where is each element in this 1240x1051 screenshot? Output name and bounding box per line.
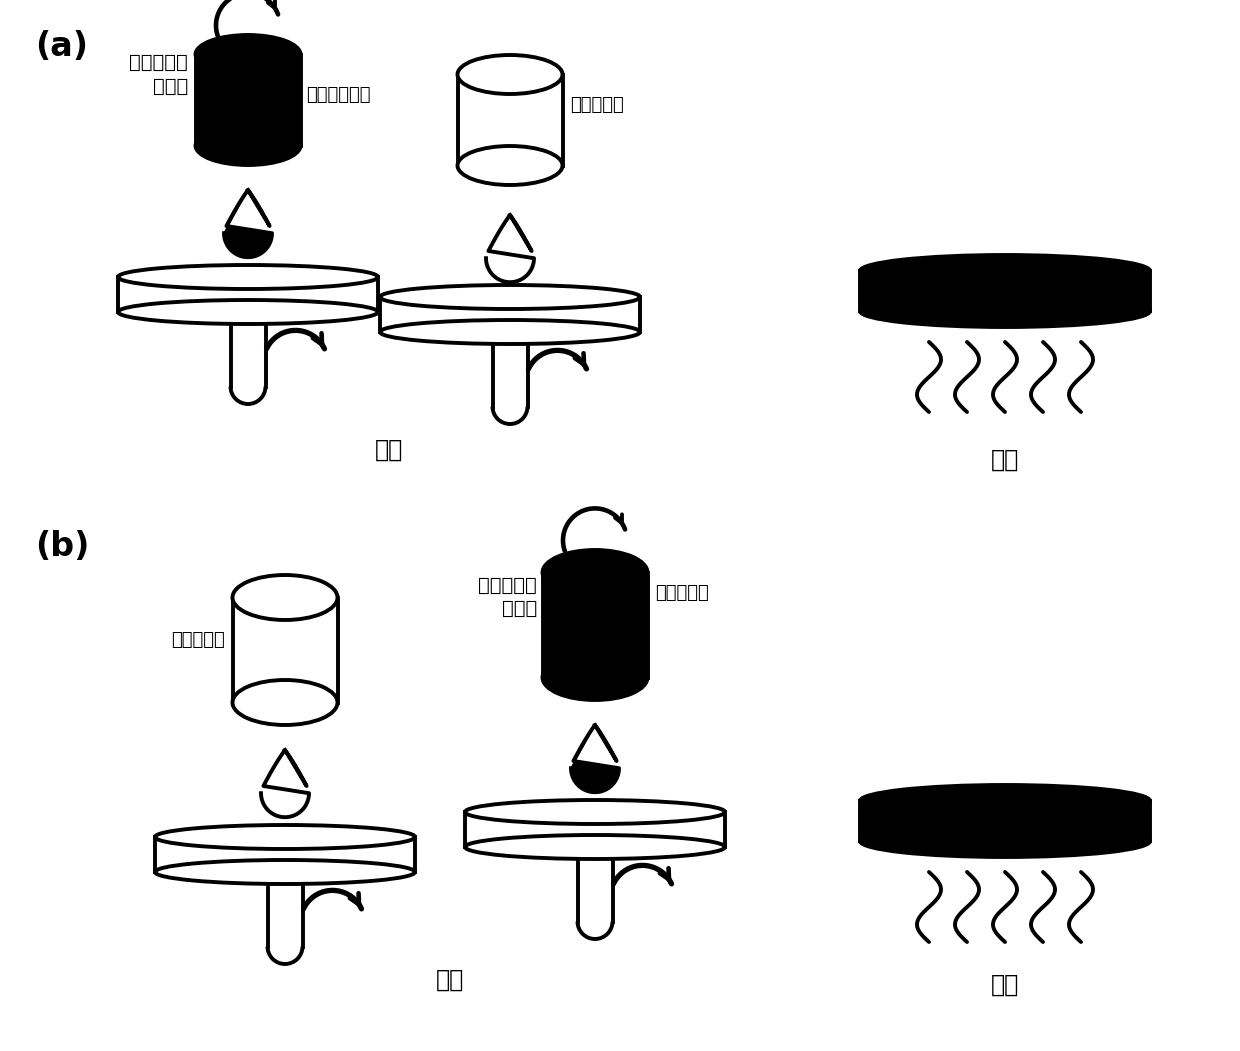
- Ellipse shape: [155, 860, 415, 884]
- Ellipse shape: [379, 285, 640, 309]
- Text: 钓钙矿溶液: 钓钙矿溶液: [171, 631, 224, 650]
- Polygon shape: [570, 725, 619, 792]
- Ellipse shape: [861, 255, 1149, 287]
- Ellipse shape: [465, 834, 725, 859]
- Text: (a): (a): [35, 30, 88, 63]
- Polygon shape: [196, 55, 300, 145]
- Ellipse shape: [196, 35, 300, 74]
- Polygon shape: [224, 190, 272, 257]
- Polygon shape: [155, 837, 415, 872]
- Polygon shape: [861, 271, 1149, 311]
- Text: 加热: 加热: [991, 448, 1019, 472]
- Ellipse shape: [861, 785, 1149, 817]
- Ellipse shape: [543, 655, 647, 700]
- Text: 旋涂: 旋涂: [436, 968, 464, 992]
- Ellipse shape: [196, 126, 300, 165]
- Ellipse shape: [861, 825, 1149, 857]
- Polygon shape: [118, 277, 378, 312]
- Text: 添加剂: 添加剂: [502, 598, 537, 618]
- Ellipse shape: [233, 680, 337, 725]
- Text: 添加剂: 添加剂: [153, 77, 188, 96]
- Text: 反溶剂溶液: 反溶剂溶液: [655, 584, 709, 602]
- Ellipse shape: [118, 265, 378, 289]
- Polygon shape: [379, 297, 640, 332]
- Ellipse shape: [543, 550, 647, 595]
- Polygon shape: [543, 573, 647, 678]
- Polygon shape: [486, 215, 534, 282]
- Polygon shape: [861, 801, 1149, 841]
- Text: 钓钙矿前驱体: 钓钙矿前驱体: [306, 86, 371, 104]
- Text: (b): (b): [35, 530, 89, 563]
- Text: 加热: 加热: [991, 973, 1019, 997]
- Ellipse shape: [458, 55, 563, 94]
- Ellipse shape: [458, 146, 563, 185]
- Ellipse shape: [118, 300, 378, 324]
- Polygon shape: [458, 75, 563, 165]
- Text: 反溶剂溶液: 反溶剂溶液: [570, 96, 624, 114]
- Text: 旋涂: 旋涂: [374, 438, 403, 462]
- Text: 离子型鍗盐: 离子型鍗盐: [129, 53, 188, 71]
- Ellipse shape: [155, 825, 415, 849]
- Text: 离子型鍗盐: 离子型鍗盐: [479, 576, 537, 595]
- Polygon shape: [465, 812, 725, 847]
- Ellipse shape: [861, 295, 1149, 327]
- Polygon shape: [260, 750, 309, 818]
- Polygon shape: [233, 598, 337, 702]
- Ellipse shape: [233, 575, 337, 620]
- Ellipse shape: [379, 320, 640, 344]
- Ellipse shape: [465, 800, 725, 824]
